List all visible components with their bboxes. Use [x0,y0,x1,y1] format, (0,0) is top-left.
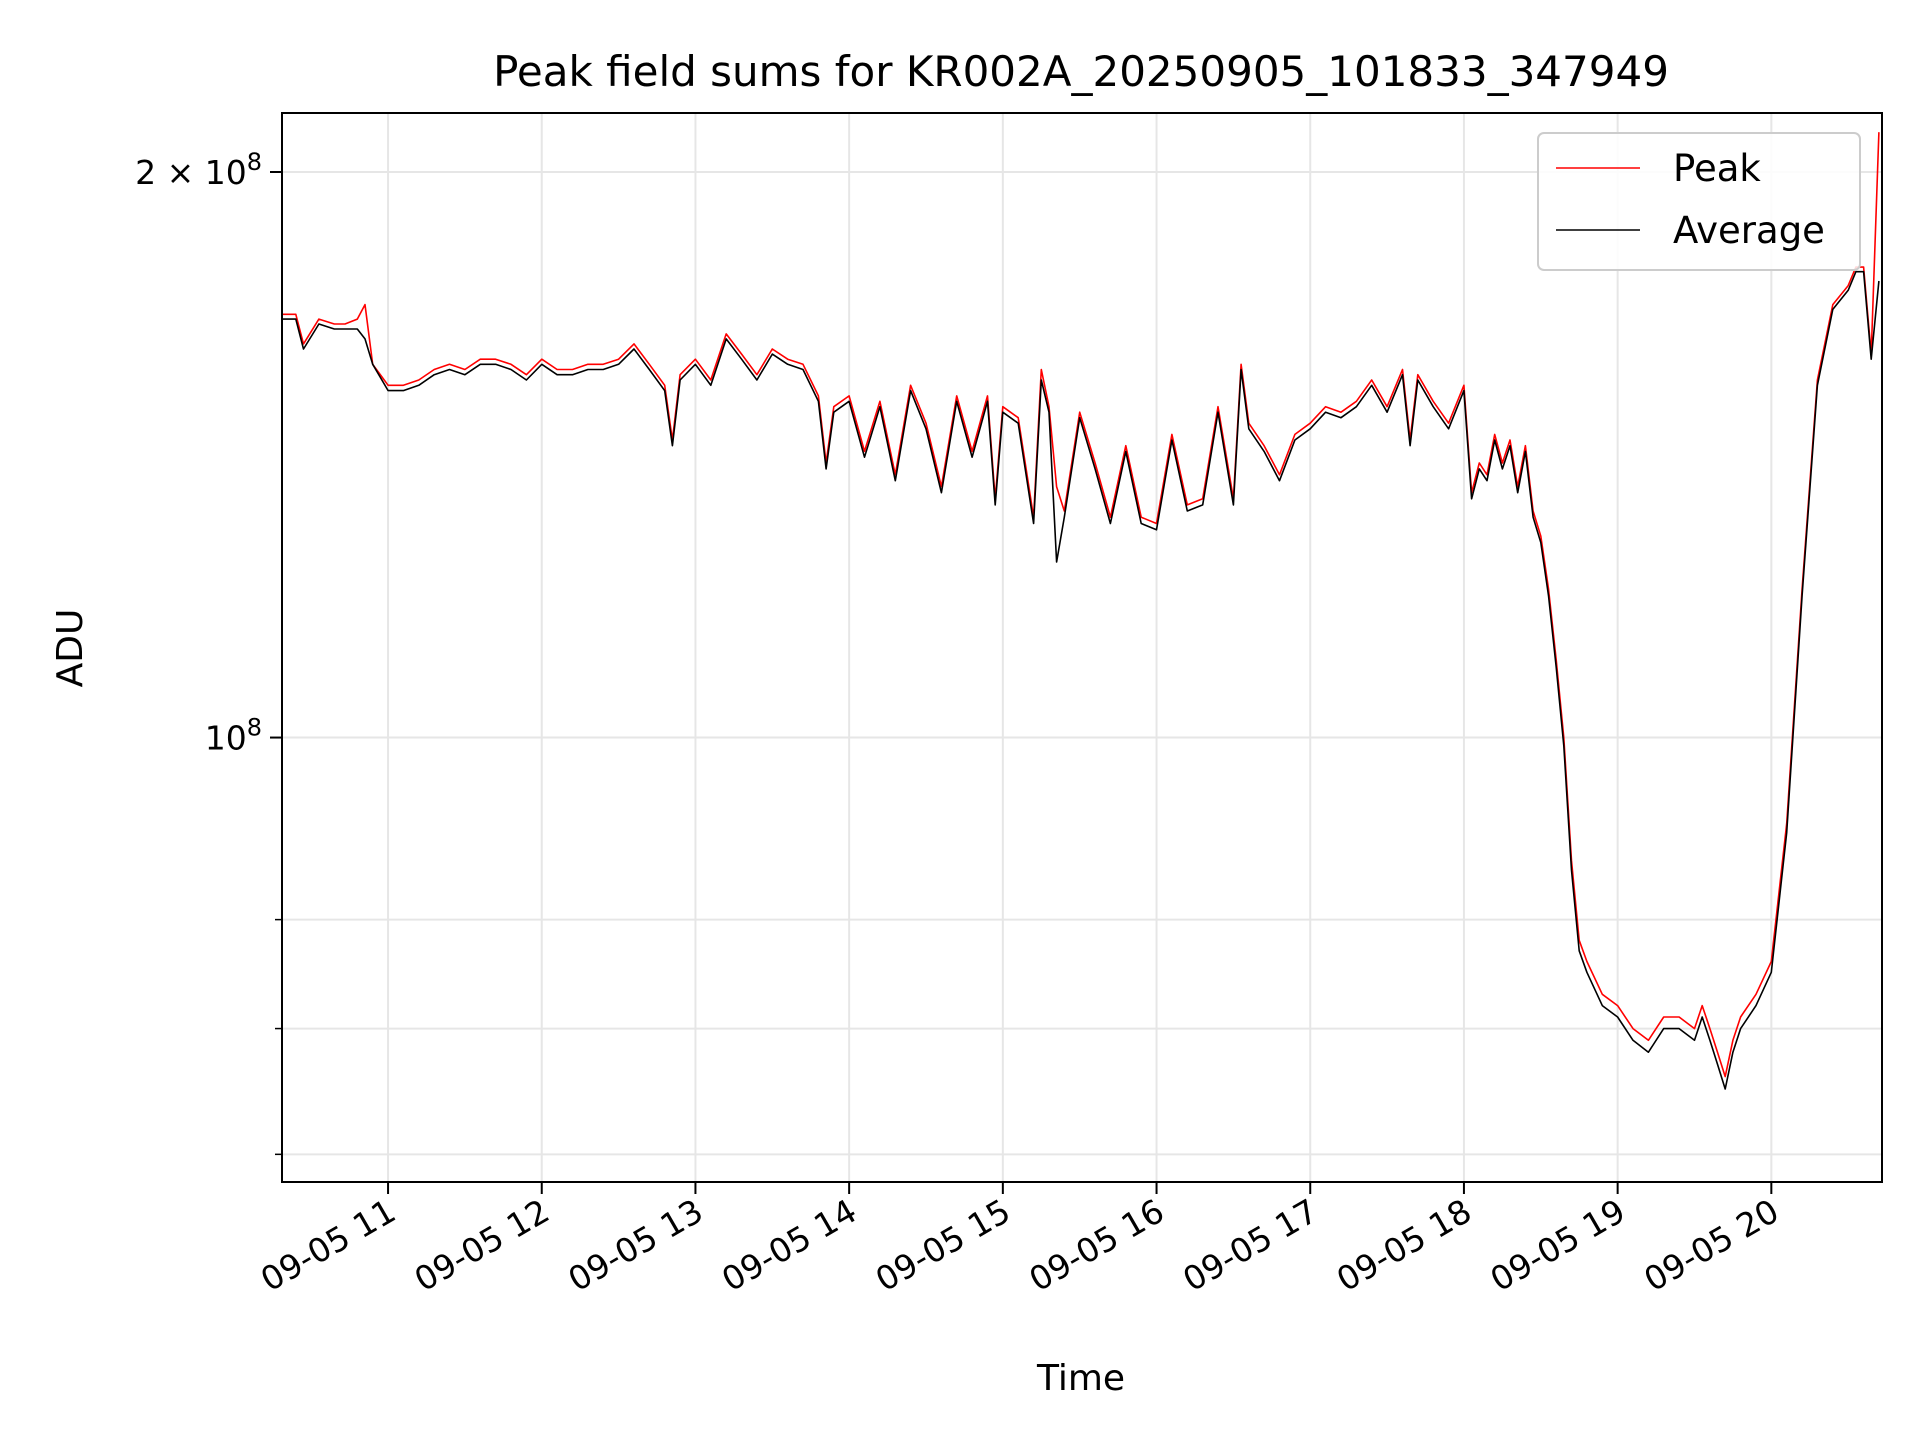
y-axis-label: ADU [50,609,91,688]
x-axis-label: Time [1036,1358,1125,1399]
series-line-peak [282,132,1880,1078]
y-axis: 2 × 108 108 [135,148,282,1156]
legend-peak-label: Peak [1673,147,1761,190]
series-line-average [282,270,1880,1090]
y-tick-label: 2 × 108 [135,148,262,192]
legend-average-label: Average [1673,209,1825,252]
series-lines [282,132,1880,1090]
plot-frame [281,112,1883,1183]
legend: Peak Average [1537,132,1861,271]
chart-title: Peak field sums for KR002A_20250905_1018… [493,47,1669,96]
y-tick-label: 108 [205,714,262,758]
